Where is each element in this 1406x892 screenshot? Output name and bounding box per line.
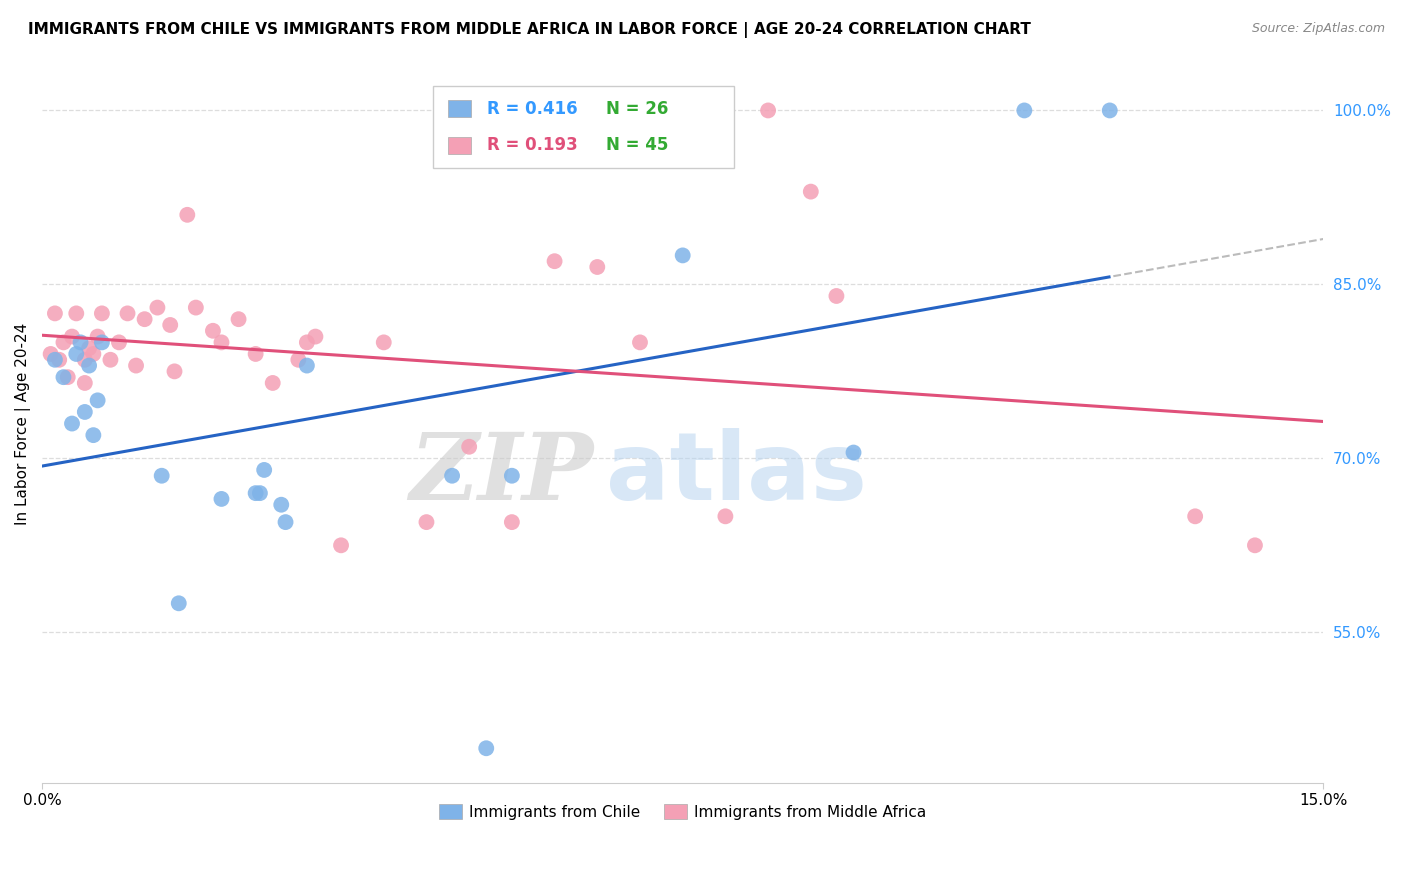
Point bbox=[82, 347, 104, 361]
Point bbox=[262, 376, 284, 390]
Point bbox=[543, 254, 565, 268]
Point bbox=[48, 352, 70, 367]
Point bbox=[69, 335, 91, 350]
Point bbox=[56, 370, 79, 384]
Point bbox=[245, 486, 267, 500]
Point bbox=[756, 103, 779, 118]
Point bbox=[117, 306, 139, 320]
Point bbox=[1244, 538, 1267, 552]
Point bbox=[373, 335, 395, 350]
Point bbox=[77, 359, 100, 373]
Point bbox=[441, 468, 464, 483]
Point bbox=[800, 185, 823, 199]
Point bbox=[211, 335, 233, 350]
Point bbox=[304, 329, 326, 343]
Point bbox=[134, 312, 156, 326]
Text: Source: ZipAtlas.com: Source: ZipAtlas.com bbox=[1251, 22, 1385, 36]
Legend: Immigrants from Chile, Immigrants from Middle Africa: Immigrants from Chile, Immigrants from M… bbox=[433, 797, 932, 826]
Point bbox=[184, 301, 207, 315]
Point bbox=[167, 596, 190, 610]
Text: N = 45: N = 45 bbox=[606, 136, 668, 154]
Point bbox=[1184, 509, 1206, 524]
Point bbox=[100, 352, 122, 367]
Point bbox=[90, 335, 112, 350]
Point bbox=[415, 515, 437, 529]
Point bbox=[86, 393, 108, 408]
Point bbox=[714, 509, 737, 524]
Point bbox=[628, 335, 651, 350]
Bar bbox=[449, 100, 471, 118]
Point bbox=[44, 352, 66, 367]
Point bbox=[586, 260, 609, 274]
Point bbox=[330, 538, 353, 552]
Point bbox=[163, 364, 186, 378]
Point bbox=[842, 445, 865, 459]
Point bbox=[60, 417, 83, 431]
Point bbox=[73, 376, 96, 390]
Point bbox=[245, 347, 267, 361]
Point bbox=[44, 306, 66, 320]
FancyBboxPatch shape bbox=[433, 86, 734, 169]
Point bbox=[146, 301, 169, 315]
Point bbox=[52, 370, 75, 384]
Point bbox=[39, 347, 62, 361]
Point bbox=[90, 306, 112, 320]
Text: atlas: atlas bbox=[606, 428, 868, 520]
Point bbox=[253, 463, 276, 477]
Text: R = 0.416: R = 0.416 bbox=[486, 100, 578, 118]
Point bbox=[295, 335, 318, 350]
Point bbox=[501, 515, 523, 529]
Point bbox=[274, 515, 297, 529]
Point bbox=[73, 405, 96, 419]
Text: ZIP: ZIP bbox=[409, 429, 593, 519]
Point bbox=[86, 329, 108, 343]
Point bbox=[77, 341, 100, 355]
Point bbox=[295, 359, 318, 373]
Point bbox=[150, 468, 173, 483]
Point bbox=[60, 329, 83, 343]
Point bbox=[1098, 103, 1121, 118]
Text: R = 0.193: R = 0.193 bbox=[486, 136, 578, 154]
Point bbox=[270, 498, 292, 512]
Point bbox=[82, 428, 104, 442]
Point bbox=[825, 289, 848, 303]
Point bbox=[287, 352, 309, 367]
Point bbox=[73, 352, 96, 367]
Point bbox=[1014, 103, 1036, 118]
Point bbox=[108, 335, 131, 350]
Point bbox=[65, 306, 87, 320]
Point bbox=[125, 359, 148, 373]
Point bbox=[176, 208, 198, 222]
Point bbox=[65, 347, 87, 361]
Bar bbox=[449, 136, 471, 153]
Point bbox=[211, 491, 233, 506]
Point bbox=[501, 468, 523, 483]
Point bbox=[52, 335, 75, 350]
Point bbox=[159, 318, 181, 332]
Point bbox=[458, 440, 481, 454]
Point bbox=[249, 486, 271, 500]
Text: IMMIGRANTS FROM CHILE VS IMMIGRANTS FROM MIDDLE AFRICA IN LABOR FORCE | AGE 20-2: IMMIGRANTS FROM CHILE VS IMMIGRANTS FROM… bbox=[28, 22, 1031, 38]
Point bbox=[201, 324, 224, 338]
Point bbox=[228, 312, 250, 326]
Point bbox=[475, 741, 498, 756]
Text: N = 26: N = 26 bbox=[606, 100, 668, 118]
Y-axis label: In Labor Force | Age 20-24: In Labor Force | Age 20-24 bbox=[15, 322, 31, 524]
Point bbox=[672, 248, 695, 262]
